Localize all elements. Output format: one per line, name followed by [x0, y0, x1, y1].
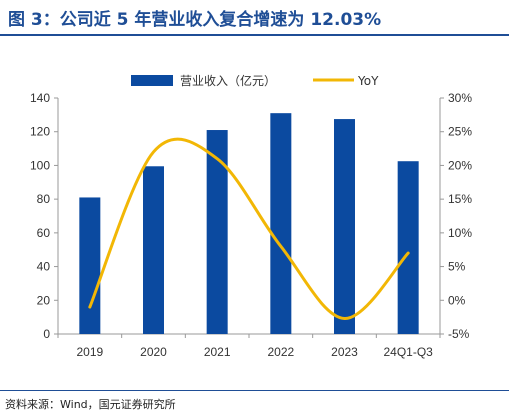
title-divider	[0, 34, 509, 36]
x-tick-label: 2022	[267, 345, 294, 359]
y-right-tick-label: 10%	[448, 226, 472, 240]
x-tick-label: 2023	[331, 345, 358, 359]
bar-2022	[270, 113, 292, 335]
y-left-tick-label: 140	[30, 91, 50, 105]
y-left-tick-label: 20	[37, 293, 51, 307]
bar-2023	[334, 119, 355, 334]
yoy-line	[88, 137, 410, 320]
footer-divider	[0, 390, 509, 391]
x-tick-label: 2021	[204, 345, 231, 359]
y-left-tick-label: 80	[37, 192, 51, 206]
legend-swatch-revenue	[131, 75, 173, 86]
y-left-tick-label: 0	[43, 327, 50, 341]
x-tick-label: 24Q1-Q3	[383, 345, 433, 359]
tick-labels: 0 20 40 60 80 100 120 140 -5% 0% 5% 10% 15% 20% 25% 30%…	[30, 91, 472, 359]
y-right-tick-label: 5%	[448, 260, 466, 274]
bar-2020	[143, 166, 164, 334]
y-right-tick-label: 30%	[448, 91, 472, 105]
bar-24Q1-Q3	[397, 161, 419, 334]
y-left-tick-label: 40	[37, 260, 51, 274]
y-right-tick-label: 15%	[448, 192, 472, 206]
source-note: 资料来源：Wind，国元证券研究所	[5, 398, 176, 411]
y-left-tick-label: 120	[30, 125, 50, 139]
y-right-tick-label: -5%	[448, 327, 470, 341]
bar-2021	[206, 130, 228, 334]
legend-label-revenue: 营业收入（亿元）	[180, 73, 276, 88]
y-right-tick-label: 0%	[448, 293, 466, 307]
yoy-line-group	[88, 137, 410, 320]
bars	[79, 113, 419, 335]
y-right-tick-label: 25%	[448, 125, 472, 139]
legend-label-yoy: YoY	[357, 74, 379, 88]
y-right-tick-label: 20%	[448, 158, 472, 172]
legend: 营业收入（亿元） YoY	[131, 73, 379, 88]
x-tick-label: 2020	[140, 345, 167, 359]
y-left-tick-label: 100	[30, 158, 50, 172]
chart-title: 图 3：公司近 5 年营业收入复合增速为 12.03%	[8, 10, 382, 30]
bar-2019	[79, 197, 101, 334]
y-left-tick-label: 60	[37, 226, 51, 240]
x-tick-label: 2019	[76, 345, 103, 359]
axes	[54, 97, 444, 338]
